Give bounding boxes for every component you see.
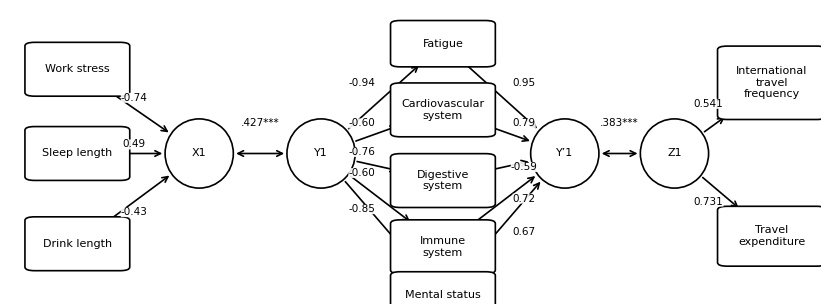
Text: International
travel
frequency: International travel frequency bbox=[735, 66, 806, 99]
FancyBboxPatch shape bbox=[25, 42, 130, 96]
Text: Cardiovascular
system: Cardiovascular system bbox=[401, 99, 484, 121]
FancyBboxPatch shape bbox=[390, 220, 495, 274]
Text: -0.43: -0.43 bbox=[121, 207, 147, 217]
Text: Immune
system: Immune system bbox=[419, 236, 465, 258]
Text: 0.95: 0.95 bbox=[512, 78, 535, 88]
FancyBboxPatch shape bbox=[390, 83, 495, 137]
FancyBboxPatch shape bbox=[25, 217, 130, 271]
Text: Mental status: Mental status bbox=[405, 290, 480, 300]
Text: 0.67: 0.67 bbox=[512, 227, 535, 237]
Ellipse shape bbox=[639, 119, 708, 188]
Text: -0.76: -0.76 bbox=[348, 147, 375, 157]
Text: 0.79: 0.79 bbox=[512, 119, 535, 128]
FancyBboxPatch shape bbox=[717, 46, 826, 119]
Text: Drink length: Drink length bbox=[43, 239, 112, 249]
Text: -0.60: -0.60 bbox=[348, 168, 374, 178]
FancyBboxPatch shape bbox=[717, 206, 826, 266]
Ellipse shape bbox=[286, 119, 354, 188]
Text: -0.59: -0.59 bbox=[510, 162, 537, 172]
Text: Y’1: Y’1 bbox=[556, 149, 573, 158]
Text: Work stress: Work stress bbox=[45, 64, 109, 74]
Text: 0.541: 0.541 bbox=[693, 99, 723, 109]
FancyBboxPatch shape bbox=[25, 126, 130, 181]
Text: X1: X1 bbox=[191, 149, 206, 158]
Text: 0.731: 0.731 bbox=[693, 197, 723, 207]
Text: .383***: .383*** bbox=[599, 119, 638, 128]
Text: 0.72: 0.72 bbox=[512, 194, 535, 204]
Text: Y1: Y1 bbox=[314, 149, 328, 158]
Text: Z1: Z1 bbox=[667, 149, 681, 158]
Ellipse shape bbox=[165, 119, 233, 188]
Text: .427***: .427*** bbox=[241, 119, 279, 128]
Text: -0.60: -0.60 bbox=[348, 119, 374, 128]
Text: -0.74: -0.74 bbox=[121, 93, 147, 103]
FancyBboxPatch shape bbox=[390, 272, 495, 307]
FancyBboxPatch shape bbox=[390, 154, 495, 208]
Text: -0.85: -0.85 bbox=[348, 204, 375, 214]
Ellipse shape bbox=[530, 119, 598, 188]
Text: -0.94: -0.94 bbox=[348, 78, 375, 88]
Text: 0.49: 0.49 bbox=[123, 139, 146, 150]
Text: Travel
expenditure: Travel expenditure bbox=[738, 225, 805, 247]
Text: Digestive
system: Digestive system bbox=[416, 170, 469, 191]
Text: Fatigue: Fatigue bbox=[422, 39, 463, 49]
Text: Sleep length: Sleep length bbox=[42, 149, 113, 158]
FancyBboxPatch shape bbox=[390, 21, 495, 67]
